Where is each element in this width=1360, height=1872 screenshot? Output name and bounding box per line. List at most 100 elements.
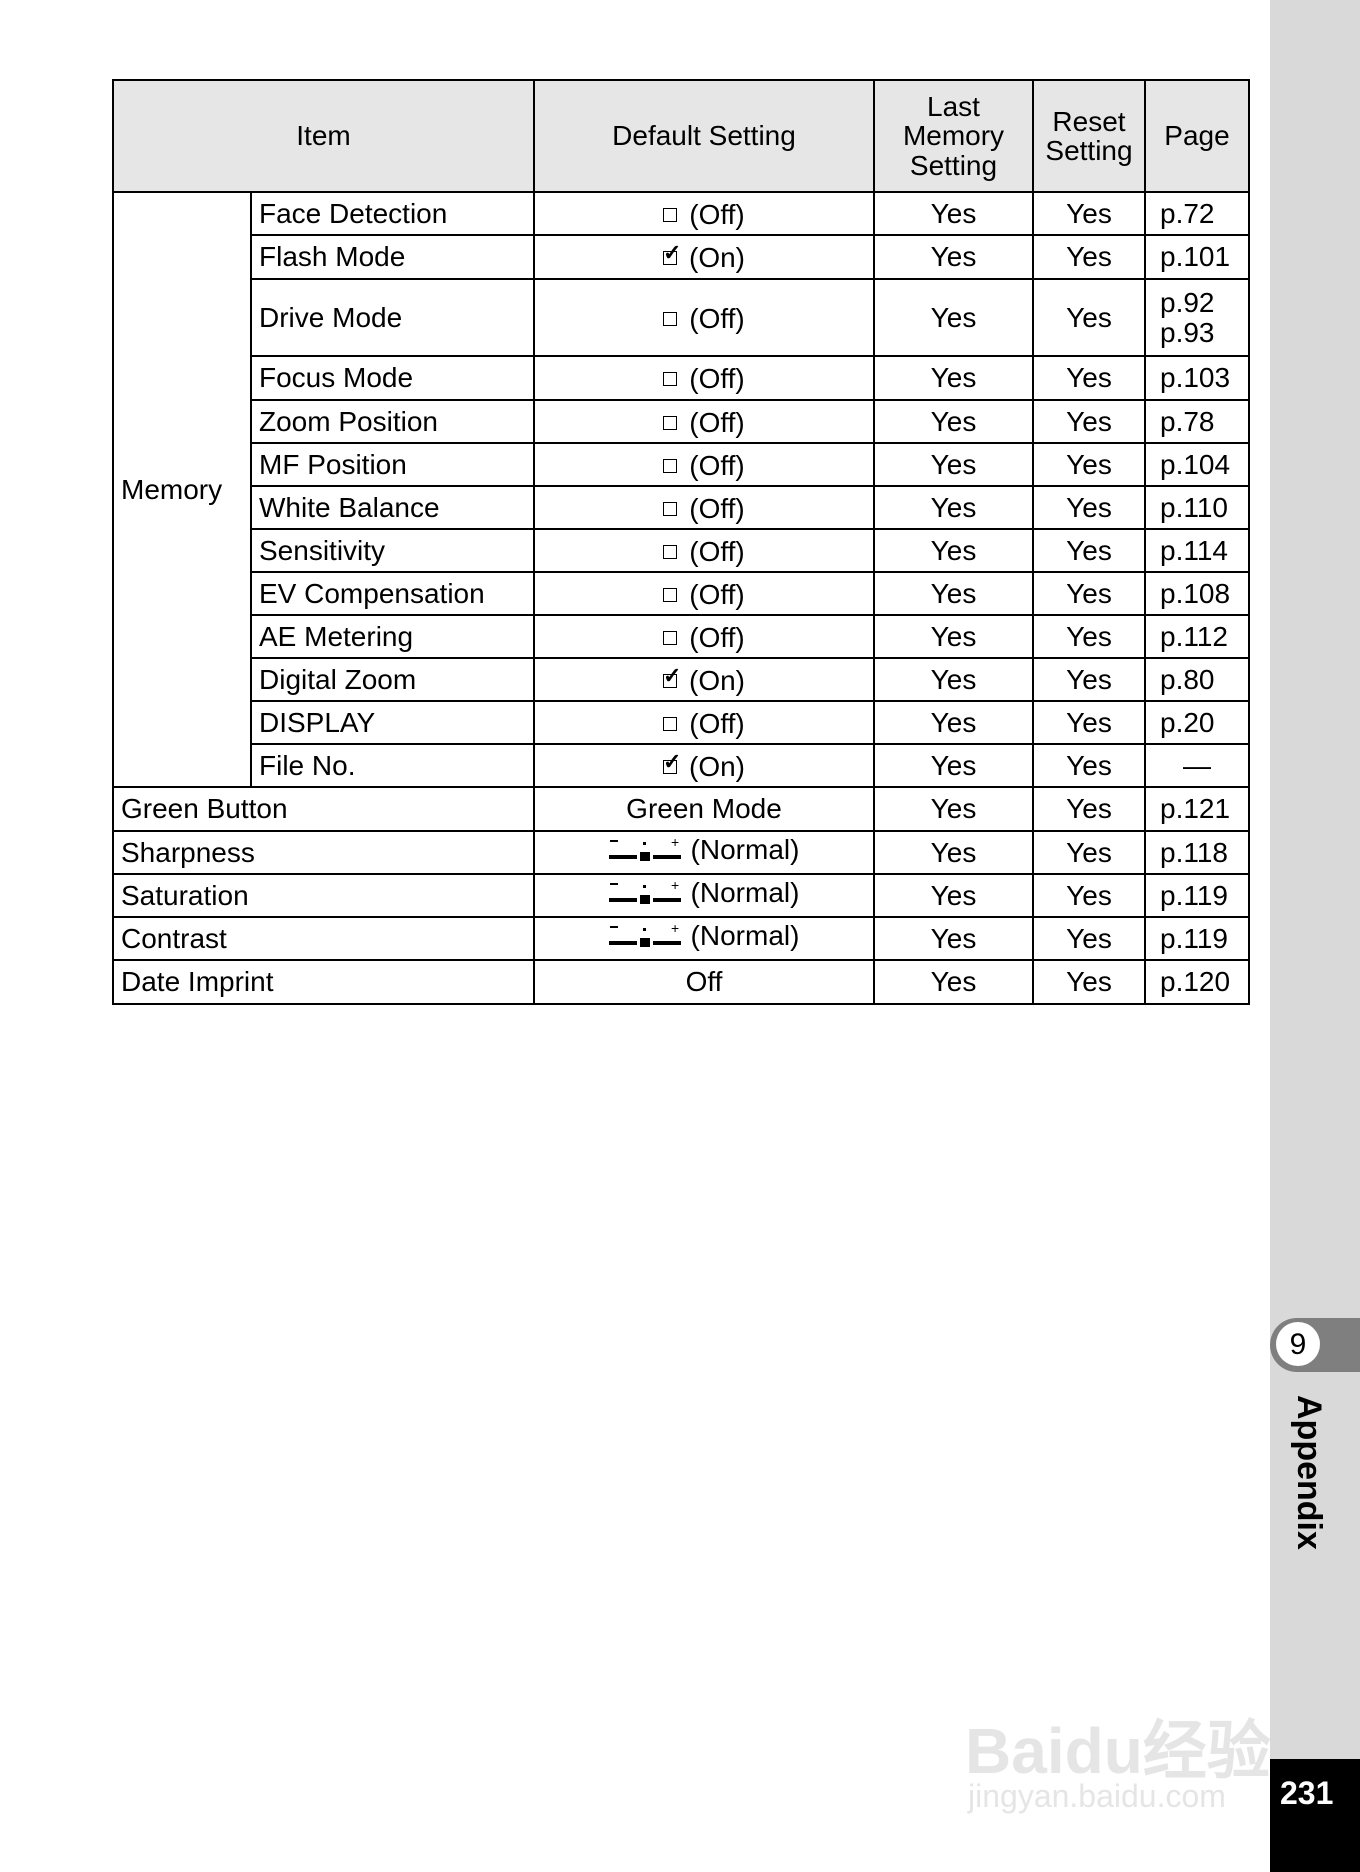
reset-value: Yes: [1032, 191, 1146, 236]
default-setting: (Off): [663, 709, 745, 738]
default-setting: ✓ (On): [663, 240, 745, 273]
default-setting-text: Green Mode: [626, 793, 782, 825]
last-memory-value: Yes: [873, 959, 1034, 1005]
default-setting: + (Normal): [608, 834, 800, 866]
item-name: Zoom Position: [250, 399, 535, 444]
last-memory-value: Yes: [873, 528, 1034, 573]
empty-box-icon: [663, 630, 678, 645]
default-setting: Green Mode: [626, 793, 782, 825]
empty-box-icon: [663, 311, 678, 326]
reset-value: Yes: [1032, 614, 1146, 659]
table-row: Focus Mode (Off) Yes Yes p.103: [113, 355, 1250, 401]
default-setting-text: (Off): [689, 621, 745, 653]
header-default-setting: Default Setting: [533, 79, 875, 193]
default-setting: ✓ (On): [663, 664, 745, 695]
default-setting: + (Normal): [608, 878, 799, 908]
reset-value: Yes: [1032, 700, 1146, 745]
table-row: Saturation + (Normal) Yes Yes p.119: [112, 873, 1250, 918]
default-setting-text: Off: [685, 966, 723, 998]
item-name: Drive Mode: [250, 278, 535, 357]
default-setting: (Off): [663, 198, 745, 230]
default-setting-text: (Off): [689, 535, 745, 567]
watermark-logo: Baidu经验: [965, 1715, 1271, 1787]
last-memory-value: Yes: [873, 571, 1034, 616]
page-reference: p.72: [1144, 191, 1250, 236]
default-setting-cell: + (Normal): [533, 830, 875, 875]
header-item: Item: [112, 79, 535, 193]
last-memory-value: Yes: [873, 442, 1034, 487]
header-page: Page: [1144, 79, 1250, 193]
default-setting-text: (Off): [689, 578, 745, 610]
default-setting-text: (Normal): [690, 834, 800, 866]
reset-value: Yes: [1032, 528, 1146, 573]
last-memory-value: Yes: [873, 873, 1034, 918]
page-reference: p.120: [1144, 959, 1250, 1005]
item-name: Flash Mode: [250, 234, 535, 280]
item-name: White Balance: [250, 485, 535, 530]
reset-value: Yes: [1032, 485, 1146, 530]
default-setting-cell: (Off): [533, 399, 875, 444]
page-number: 231: [1280, 1775, 1334, 1811]
reset-value: Yes: [1032, 657, 1146, 702]
page-reference: p.119: [1144, 916, 1250, 961]
default-setting: (Off): [663, 451, 745, 480]
last-memory-value: Yes: [873, 614, 1034, 659]
default-setting: (Off): [663, 408, 745, 437]
table-row: Memory Face Detection (Off) Yes Yes p.72: [112, 191, 1250, 788]
page-reference: p.92 p.93: [1144, 278, 1250, 357]
item-name: Digital Zoom: [250, 657, 535, 702]
item-name: Saturation: [112, 873, 535, 918]
item-name: DISPLAY: [250, 700, 535, 745]
last-memory-value: Yes: [873, 355, 1034, 401]
page-reference: p.101: [1144, 234, 1250, 280]
page-reference: —: [1144, 743, 1250, 788]
last-memory-value: Yes: [873, 234, 1034, 280]
last-memory-value: Yes: [873, 278, 1034, 357]
table-row: Sharpness + (Normal) Yes Yes p.118: [112, 830, 1250, 875]
item-name: Face Detection: [250, 191, 535, 236]
default-setting: Off: [685, 966, 723, 998]
reset-value: Yes: [1032, 399, 1146, 444]
page-reference: p.112: [1144, 614, 1250, 659]
default-setting: + (Normal): [608, 920, 800, 952]
reset-value: Yes: [1032, 916, 1146, 961]
chapter-title: Appendix: [1290, 1395, 1328, 1550]
default-setting-cell: Off: [533, 959, 875, 1005]
reset-value: Yes: [1032, 786, 1146, 832]
default-setting: (Off): [663, 364, 745, 394]
default-setting-text: (Off): [689, 198, 745, 230]
table-row: DISPLAY (Off) Yes Yes p.20: [113, 700, 1250, 745]
svg-text:+: +: [671, 836, 679, 850]
page-reference: p.20: [1144, 700, 1250, 745]
page-reference: p.104: [1144, 442, 1250, 487]
default-setting: (Off): [663, 578, 745, 610]
item-name: Focus Mode: [250, 355, 535, 401]
last-memory-value: Yes: [873, 700, 1034, 745]
default-setting-cell: (Off): [533, 355, 875, 401]
table-row: Green Button Green Mode Yes Yes p.121: [112, 786, 1250, 832]
table-row: EV Compensation (Off) Yes Yes p.108: [113, 571, 1250, 616]
reset-value: Yes: [1032, 234, 1146, 280]
default-setting-text: (Normal): [690, 920, 800, 952]
last-memory-value: Yes: [873, 399, 1034, 444]
empty-box-icon: [663, 501, 678, 516]
page-reference: p.78: [1144, 399, 1250, 444]
default-setting-cell: Green Mode: [533, 786, 875, 832]
empty-box-icon: [663, 587, 678, 602]
default-setting-cell: (Off): [533, 700, 875, 745]
page-number-box: [1270, 1759, 1360, 1872]
default-setting-cell: (Off): [533, 191, 875, 236]
last-memory-value: Yes: [873, 743, 1034, 788]
page-reference: p.121: [1144, 786, 1250, 832]
item-name: EV Compensation: [250, 571, 535, 616]
item-name: Date Imprint: [112, 959, 535, 1005]
default-setting-cell: (Off): [533, 614, 875, 659]
svg-text:+: +: [671, 879, 679, 893]
empty-box-icon: [663, 544, 678, 559]
default-setting-cell: (Off): [533, 571, 875, 616]
last-memory-value: Yes: [873, 786, 1034, 832]
empty-box-icon: [663, 716, 678, 731]
chapter-sidebar: [1270, 0, 1360, 1872]
checked-box-icon: ✓: [663, 240, 682, 266]
reset-value: Yes: [1032, 278, 1146, 357]
